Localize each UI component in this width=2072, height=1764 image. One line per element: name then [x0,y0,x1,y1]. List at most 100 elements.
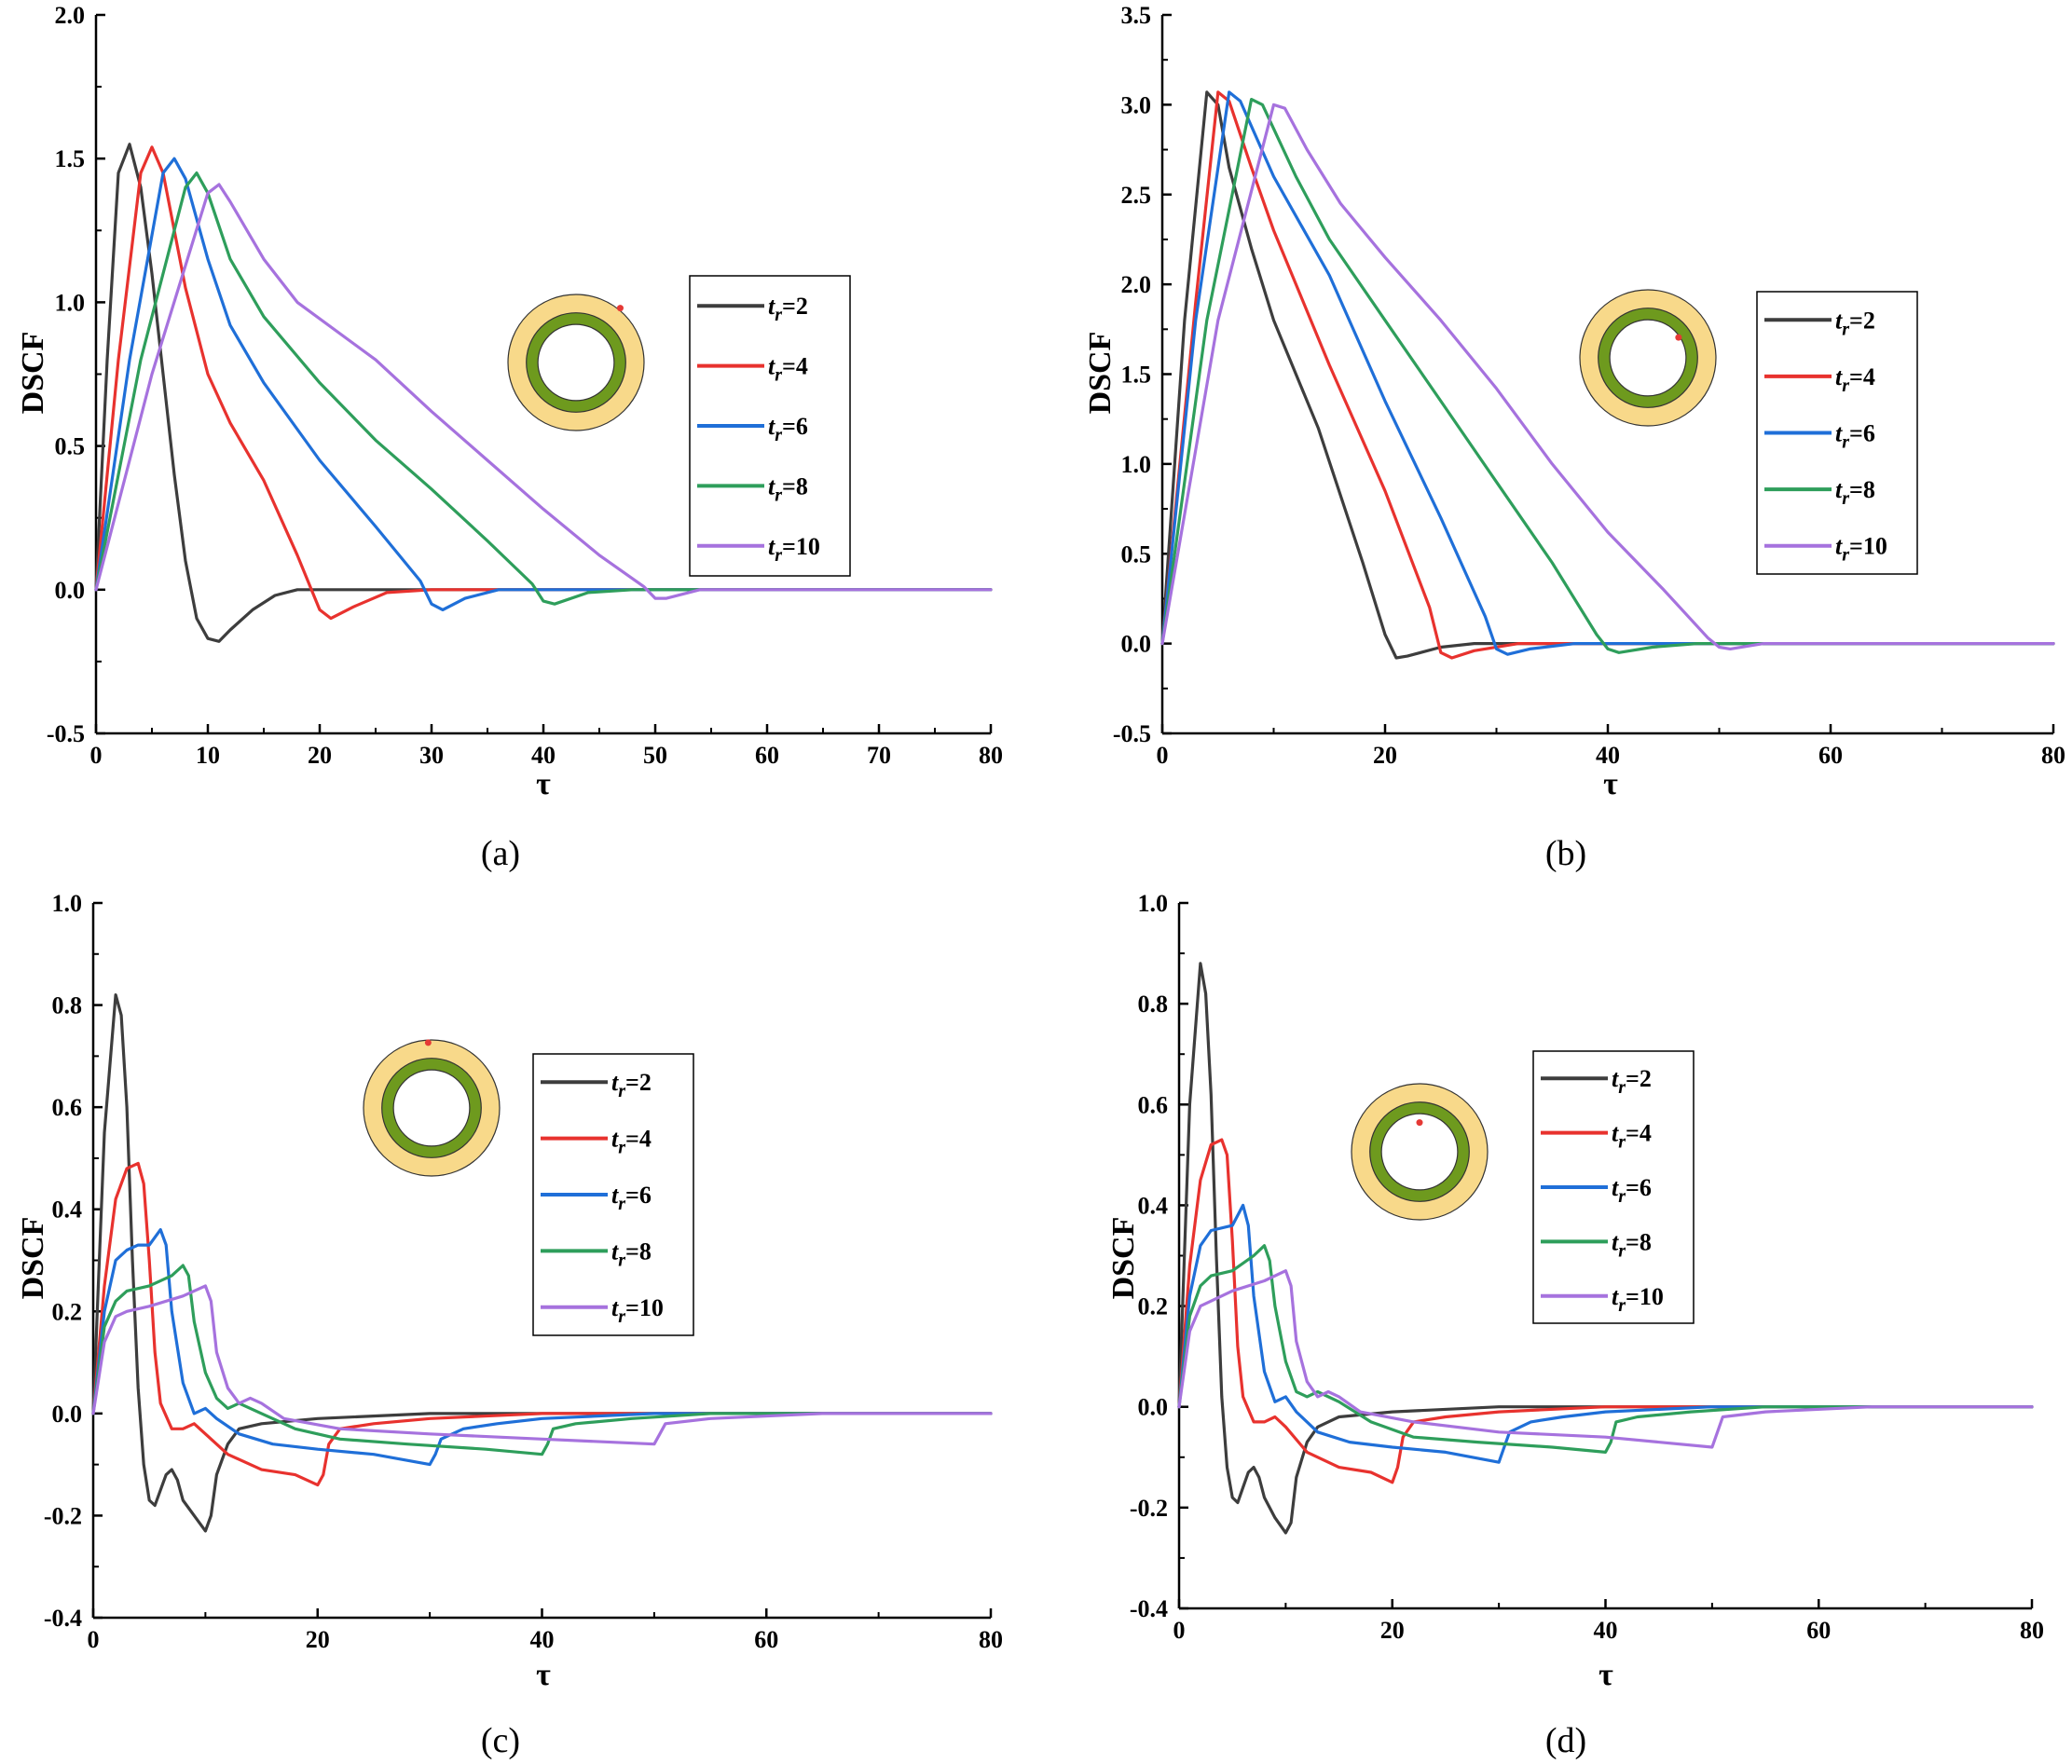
y-tick-label: 1.5 [1121,362,1152,389]
legend-label-4: tr=8 [611,1238,652,1270]
y-tick-label: 3.5 [1121,2,1152,29]
legend-label-1: tr=2 [1835,307,1875,339]
legend-label-3: tr=6 [768,413,808,445]
y-tick-label: 0.2 [52,1298,83,1325]
y-tick-label: 0.0 [52,1401,83,1428]
x-tick-label: 80 [2020,1617,2044,1644]
x-tick-label: 0 [1173,1617,1186,1644]
x-tick-label: 80 [979,1626,1003,1653]
legend-label-3: tr=6 [1612,1174,1652,1207]
x-tick-label: 60 [1818,742,1843,769]
legend-label-2: tr=4 [611,1126,652,1158]
measure-point-marker [1675,334,1682,341]
y-tick-label: -0.2 [44,1502,82,1529]
series-line-4 [1160,98,2055,654]
chart-panel-a: 0 10 20 30 40 50 60 70 80 -0.5 0.0 0.5 1.0 1.5 2.0 DSCF… [16,2,1003,873]
series-line-2 [1160,90,2055,660]
y-tick-label: 0.8 [52,992,83,1019]
x-axis-title: τ [536,1658,551,1692]
chart-panel-b: 0 20 40 60 80 -0.5 0.0 0.5 1.0 1.5 2.0 2.5 3.0 3.5 DSC… [1083,2,2065,873]
ring-cross-section-icon [1351,1083,1489,1221]
measure-point-marker [616,305,624,312]
series-line-3 [94,157,993,611]
y-tick-label: 1.0 [1121,451,1152,478]
y-axis-title: DSCF [1106,1217,1141,1300]
x-tick-label: 50 [643,742,667,769]
legend-label-5: tr=10 [768,533,820,566]
x-tick-label: 70 [867,742,891,769]
ring-cross-section-icon [1579,289,1717,427]
series-line-1 [91,993,993,1533]
y-tick-label: -0.4 [44,1605,82,1632]
y-tick-label: 0.6 [52,1094,83,1121]
x-tick-label: 40 [1594,1617,1618,1644]
legend-label-4: tr=8 [1835,476,1875,509]
y-tick-label: 0.0 [1138,1394,1169,1421]
y-axis-title: DSCF [16,1217,50,1300]
x-tick-label: 80 [979,742,1003,769]
series-line-3 [1177,1203,2034,1464]
y-tick-label: 0.4 [1138,1192,1169,1219]
measure-point-marker [424,1039,432,1046]
y-axis-title: DSCF [1083,332,1118,415]
panel-label: (a) [481,834,520,873]
series-line-5 [91,1284,993,1446]
ring-cross-section-icon [507,294,645,431]
chart-panel-d: 0 20 40 60 80 -0.4 -0.2 0.0 0.2 0.4 0.6 0.8 1.0 DSCF τ… [1106,890,2044,1760]
legend-label-3: tr=6 [611,1182,652,1214]
x-tick-label: 60 [755,742,779,769]
series-line-4 [1177,1244,2034,1454]
x-tick-label: 30 [419,742,444,769]
legend-label-1: tr=2 [1612,1065,1652,1098]
legend-label-2: tr=4 [1612,1120,1652,1153]
legend-label-3: tr=6 [1835,420,1875,453]
x-tick-label: 20 [1373,742,1397,769]
chart-panel-c: 0 20 40 60 80 -0.4 -0.2 0.0 0.2 0.4 0.6 0.8 1.0 DSCF τ… [16,890,1003,1760]
x-tick-label: 40 [1596,742,1620,769]
series-line-3 [1160,90,2055,656]
legend-label-4: tr=8 [1612,1228,1652,1261]
y-tick-label: 2.0 [55,2,86,29]
x-axis-title: τ [1599,1658,1613,1692]
x-axis-title: τ [1603,767,1618,801]
y-tick-label: 0.5 [1121,540,1152,567]
legend-label-1: tr=2 [768,293,808,325]
x-tick-label: 0 [1157,742,1169,769]
y-tick-label: 1.0 [1138,890,1169,917]
legend-label-2: tr=4 [768,353,808,386]
y-tick-label: 3.0 [1121,91,1152,118]
y-tick-label: -0.4 [1130,1595,1168,1622]
measure-point-marker [1416,1119,1423,1127]
legend-label-5: tr=10 [611,1294,664,1327]
x-tick-label: 10 [196,742,220,769]
legend: tr=2 tr=4 tr=6 tr=8 tr=10 [1756,291,1918,575]
y-tick-label: 0.2 [1138,1293,1169,1320]
y-tick-label: 1.0 [55,289,86,316]
x-tick-label: 60 [1806,1617,1831,1644]
legend-label-5: tr=10 [1835,533,1887,566]
x-axis-title: τ [536,767,551,801]
series-line-4 [94,171,993,606]
legend-label-5: tr=10 [1612,1283,1664,1316]
legend: tr=2 tr=4 tr=6 tr=8 tr=10 [532,1053,694,1336]
y-tick-label: 0.8 [1138,991,1169,1018]
ring-hole [1380,1113,1459,1191]
y-tick-label: 0.0 [1121,631,1152,658]
legend-label-4: tr=8 [768,472,808,505]
y-tick-label: 2.0 [1121,271,1152,298]
series-line-1 [1177,962,2034,1535]
x-tick-label: 60 [754,1626,778,1653]
y-tick-label: 1.0 [52,890,83,917]
panel-label: (d) [1545,1721,1586,1760]
x-tick-label: 80 [2041,742,2065,769]
ring-hole [537,323,615,402]
ring-cross-section-icon [363,1039,501,1177]
y-axis-title: DSCF [16,332,50,415]
legend: tr=2 tr=4 tr=6 tr=8 tr=10 [689,275,851,577]
legend-box [689,275,851,577]
x-tick-label: 0 [90,742,103,769]
y-tick-label: 2.5 [1121,182,1152,209]
x-tick-label: 20 [306,1626,330,1653]
x-tick-label: 20 [308,742,332,769]
y-tick-label: 0.5 [55,433,86,460]
